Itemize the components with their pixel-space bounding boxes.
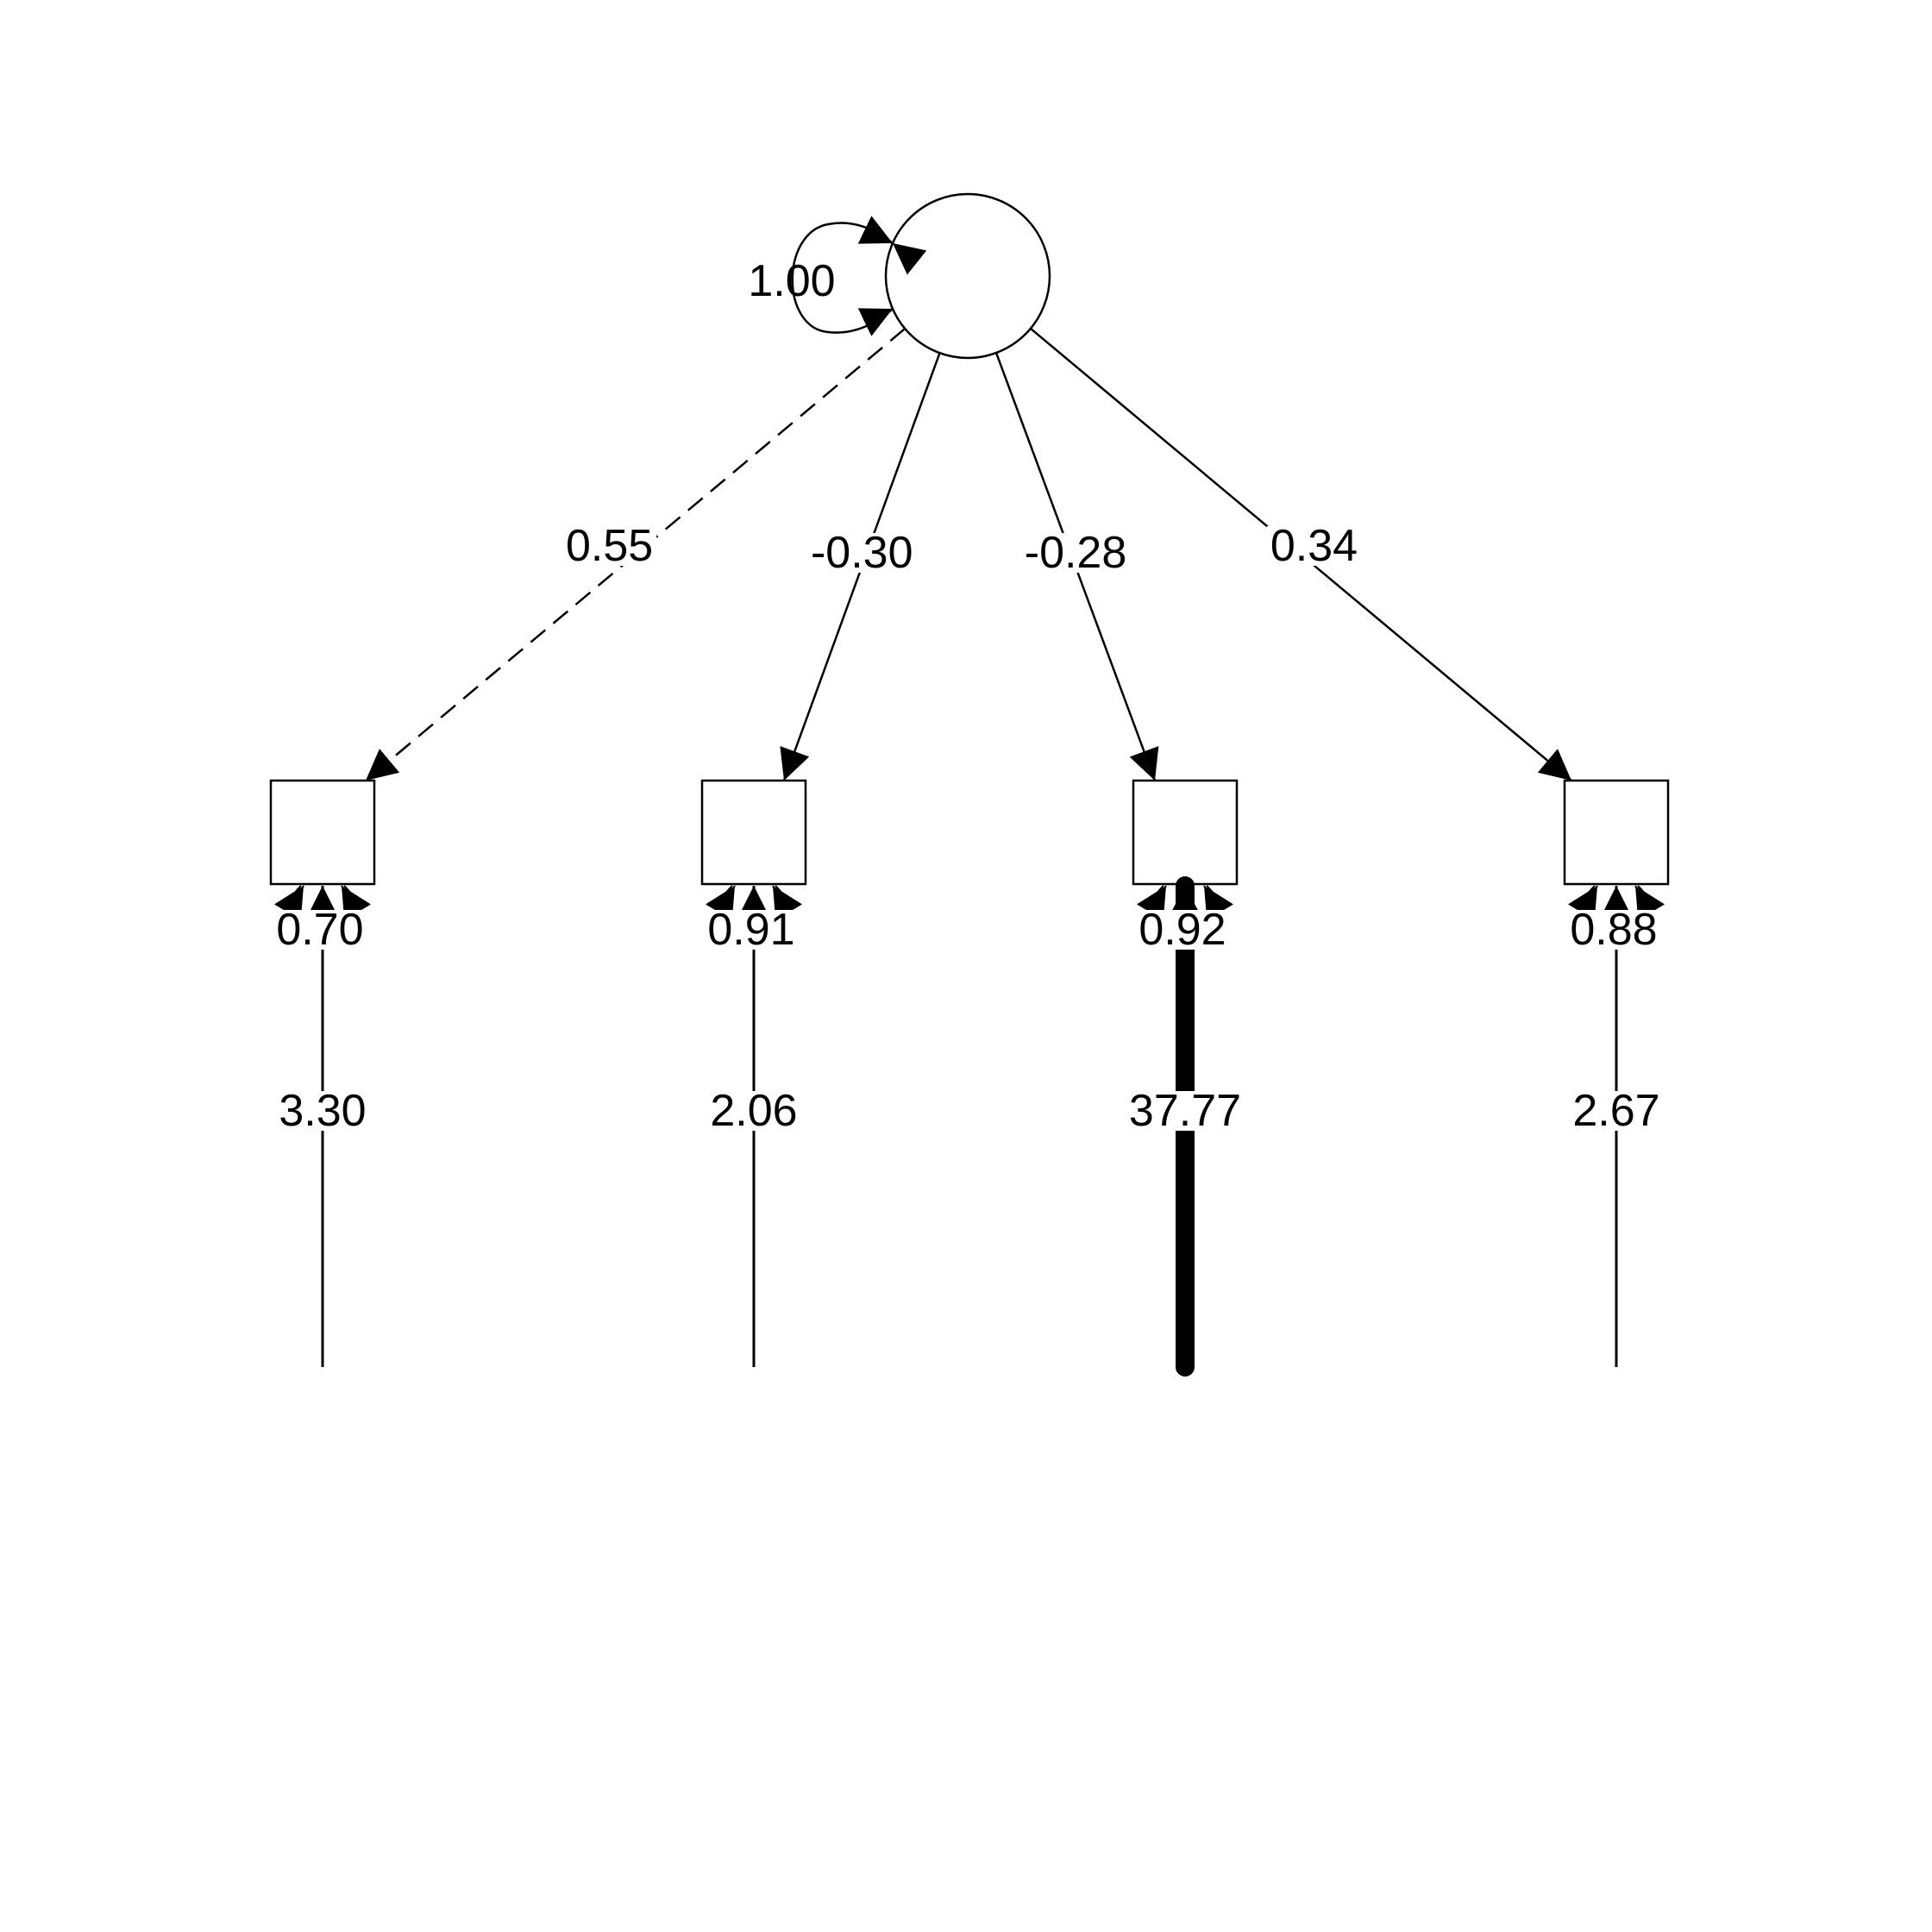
loading-label-1-bg [561, 526, 657, 566]
intercept-label-1: 3.30 [279, 1086, 366, 1136]
residual-label-3-bg [1135, 910, 1230, 950]
intercept-label-3-bg [1125, 1091, 1245, 1131]
residual-label-1: 0.70 [276, 905, 363, 955]
residual-label-1-bg [273, 910, 367, 950]
indicator-box-1 [269, 779, 376, 886]
indicator-box-4 [1563, 779, 1670, 886]
latent-variance-loop-end [857, 307, 894, 336]
residual-label-2: 0.91 [707, 905, 794, 955]
residual-label-2-bg [704, 910, 799, 950]
intercept-label-4-bg [1569, 1091, 1664, 1131]
loading-label-3-bg [1020, 533, 1131, 573]
intercept-label-1-bg [275, 1091, 370, 1131]
residual-label-4-bg [1566, 910, 1661, 950]
loading-label-1: 0.55 [566, 521, 653, 571]
residual-label-3: 0.92 [1138, 905, 1226, 955]
loading-label-4-bg [1266, 526, 1362, 566]
loading-label-3: -0.28 [1025, 528, 1127, 578]
residual-label-4: 0.88 [1570, 905, 1657, 955]
indicator-box-3 [1132, 779, 1239, 886]
indicator-layer: 0.55 0.70 3.30 -0.30 0.91 2.06 -0.28 0.92 37.77 0… [269, 327, 1670, 1377]
latent-variance-loop [791, 222, 927, 334]
loading-label-2: -0.30 [811, 528, 913, 578]
latent-variance-loop-start [857, 216, 894, 245]
intercept-label-2: 2.06 [710, 1086, 797, 1136]
latent-factor-node [884, 192, 1051, 360]
intercept-label-2-bg [706, 1091, 801, 1131]
loading-label-2-bg [806, 533, 917, 573]
latent-variance-label: 1.00 [748, 256, 835, 306]
intercept-label-4: 2.67 [1572, 1086, 1659, 1136]
indicator-box-2 [700, 779, 807, 886]
intercept-label-3: 37.77 [1129, 1086, 1241, 1136]
loading-label-4: 0.34 [1270, 521, 1358, 571]
